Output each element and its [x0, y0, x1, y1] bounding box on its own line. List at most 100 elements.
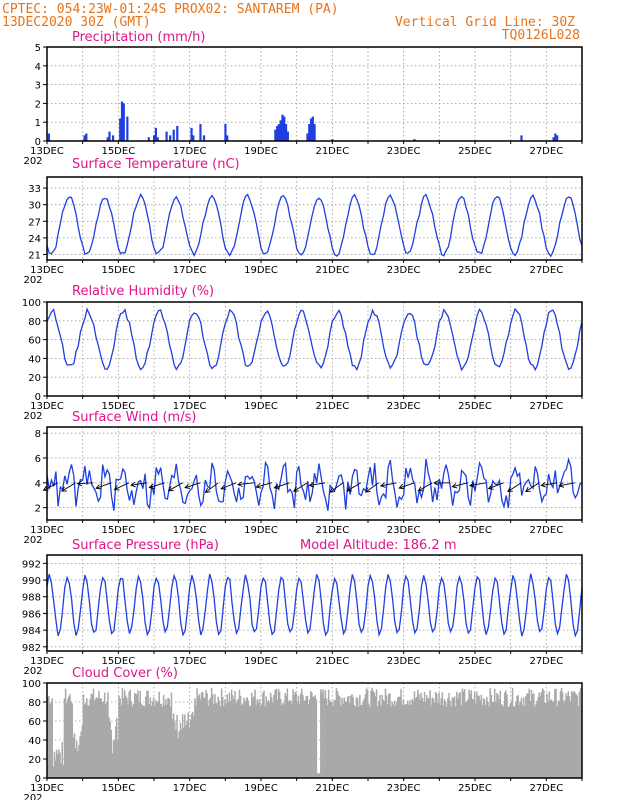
cloud-bar: [81, 725, 84, 778]
wind-arrow: [149, 482, 165, 489]
cloud-xtick-label: 17DEC: [173, 783, 207, 794]
cloud-bar: [89, 698, 91, 778]
wind-arrow: [525, 482, 540, 492]
wind-arrow-head: [148, 483, 155, 490]
cloud-bar: [214, 693, 216, 778]
cloud-bar: [308, 699, 311, 778]
cloud-bar: [51, 698, 53, 778]
cloud-bar: [175, 729, 177, 778]
cloud-bar: [424, 701, 427, 778]
wind-ytick-label: 8: [35, 429, 41, 440]
cloud-bar: [63, 698, 66, 778]
cloud-bar: [119, 698, 121, 778]
cloud-bar: [371, 687, 373, 778]
cloud-bar: [378, 700, 380, 778]
temp-xtick-label: 15DEC: [101, 265, 135, 276]
temp-panel: Surface Temperature (nC) 21 24 27 30 33 13DEC 1…: [23, 157, 583, 286]
cloud-bar: [383, 701, 386, 778]
cloud-bar: [289, 700, 292, 778]
cloud-bar: [297, 695, 300, 778]
wind-series-line: [46, 457, 583, 511]
precip-bar: [309, 118, 313, 141]
cloud-bar: [79, 736, 81, 778]
cloud-bar: [130, 701, 133, 778]
pres-xtick-label: 25DEC: [458, 656, 492, 667]
cloud-bar: [330, 702, 332, 778]
wind-arrow: [346, 482, 362, 492]
precip-bar: [552, 137, 555, 141]
pres-extra-label: Model Altitude: 186.2 m: [300, 538, 457, 553]
cloud-bar: [215, 703, 217, 778]
cloud-bar: [207, 705, 210, 778]
precip-bar: [554, 133, 557, 141]
cloud-bar: [544, 702, 546, 778]
cloud-bar: [123, 690, 126, 778]
cloud-bar: [138, 702, 140, 778]
precip-bar: [126, 116, 129, 141]
precip-bar: [111, 135, 115, 141]
cloud-bar: [267, 700, 270, 778]
cloud-bar: [187, 712, 189, 778]
wind-arrow-head: [167, 486, 174, 492]
cloud-bar: [315, 699, 318, 778]
cloud-bar: [412, 700, 415, 778]
cloud-bar: [286, 688, 289, 778]
cloud-bar: [564, 700, 566, 778]
cloud-bar: [49, 704, 51, 778]
cloud-bar: [127, 704, 129, 778]
cloud-bar: [198, 694, 201, 778]
cloud-bar: [70, 701, 72, 778]
cloud-bar: [180, 729, 183, 778]
cloud-year-label: 202: [23, 793, 42, 800]
cloud-bar: [435, 693, 438, 778]
precip-bar: [176, 125, 179, 141]
cloud-bar: [398, 696, 400, 778]
cloud-bar: [191, 711, 194, 778]
rh-ytick-label: 80: [28, 317, 41, 328]
wind-arrow-head: [346, 486, 353, 492]
cloud-xtick-label: 21DEC: [315, 783, 349, 794]
cloud-bar: [376, 706, 379, 778]
wind-arrow: [130, 482, 147, 486]
cloud-bar: [347, 695, 350, 778]
cloud-bar: [109, 721, 111, 778]
cloud-bar: [321, 692, 323, 778]
cloud-bar: [204, 698, 206, 778]
cloud-bar: [535, 704, 537, 778]
cloud-bar: [273, 694, 275, 778]
precip-bar: [283, 116, 286, 141]
cloud-bar: [162, 694, 165, 778]
temp-xtick-label: 13DEC: [30, 265, 64, 276]
cloud-bar: [485, 705, 487, 778]
precip-bar: [108, 131, 111, 141]
cloud-bar: [97, 698, 99, 778]
cloud-bar: [232, 695, 234, 778]
cloud-bar: [292, 689, 294, 778]
cloud-bar: [262, 692, 264, 778]
cloud-bar: [509, 703, 512, 778]
cloud-bar: [252, 698, 254, 778]
precip-ytick-label: 5: [35, 43, 41, 54]
precip-bar: [154, 127, 157, 141]
wind-arrow-head: [379, 482, 386, 488]
cloud-bar: [495, 702, 497, 778]
cloud-bar: [243, 697, 245, 778]
cloud-bar: [408, 704, 410, 778]
cloud-bar: [566, 696, 568, 778]
cloud-bar: [337, 695, 340, 778]
cloud-bar: [539, 695, 542, 778]
precip-bar: [274, 129, 277, 141]
cloud-bar: [399, 696, 401, 778]
cloud-bar: [84, 702, 87, 778]
temp-xtick-label: 17DEC: [173, 265, 207, 276]
header-model: TQ0126L028: [502, 28, 580, 43]
cloud-bar: [230, 689, 233, 778]
cloud-bar: [149, 697, 152, 778]
cloud-bar: [525, 696, 527, 778]
cloud-bar: [439, 704, 441, 778]
wind-arrow-head: [398, 484, 405, 490]
precip-bar: [106, 137, 109, 141]
cloud-bar: [481, 705, 484, 778]
cloud-bar: [480, 694, 483, 778]
cloud-bar: [237, 698, 240, 778]
